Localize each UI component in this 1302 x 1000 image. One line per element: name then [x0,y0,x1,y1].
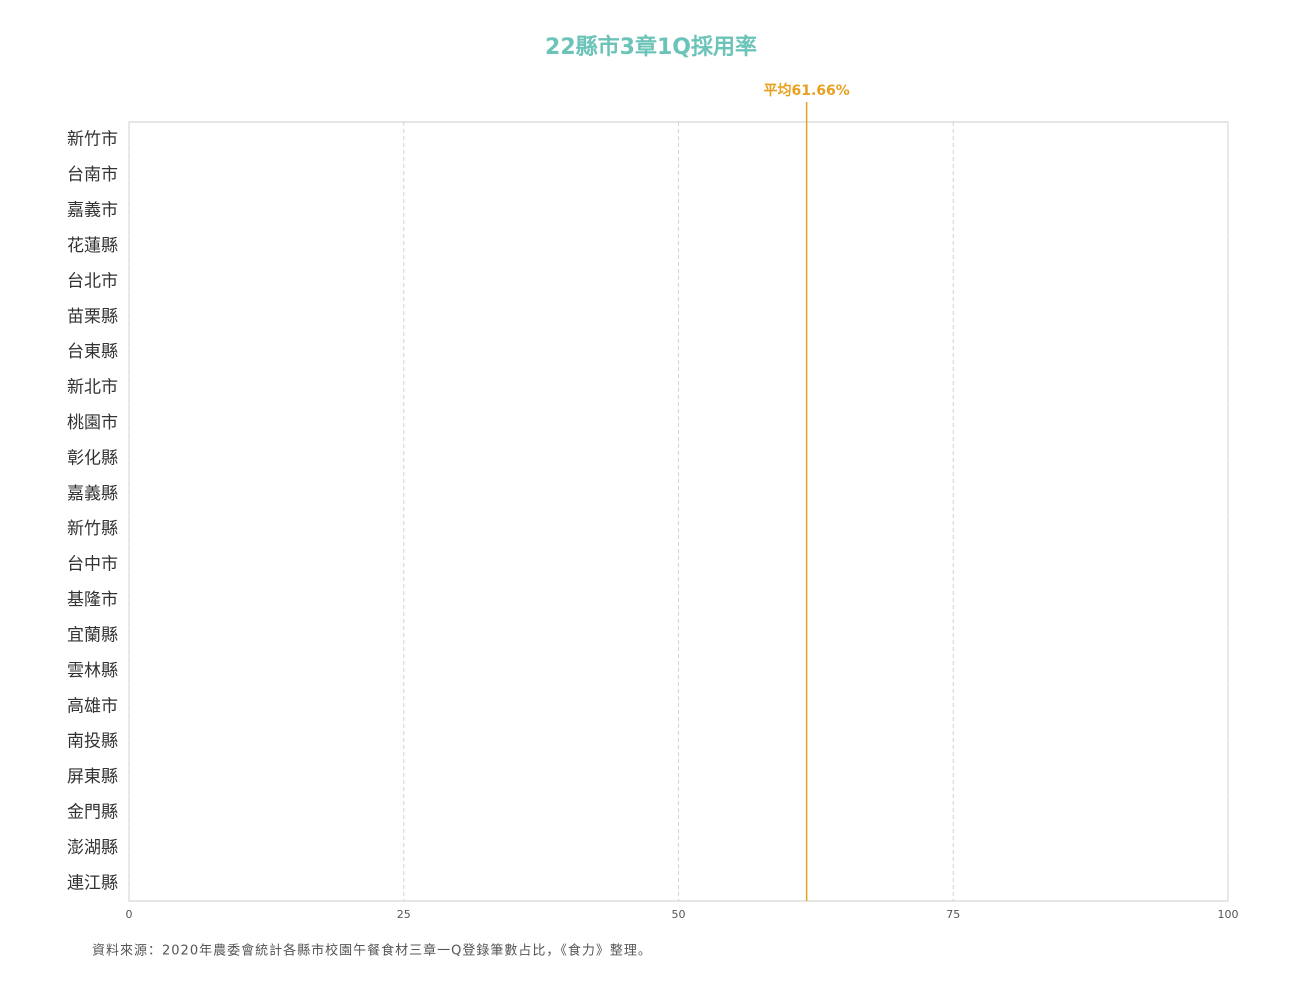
y-tick-label: 嘉義市 [67,201,118,221]
y-tick-label: 新北市 [67,378,118,398]
y-tick-label: 宜蘭縣 [67,625,118,645]
y-tick-label: 澎湖縣 [67,838,118,858]
x-tick-label: 0 [126,908,133,921]
y-tick-label: 雲林縣 [67,661,118,681]
x-tick-label: 75 [946,908,960,921]
chart-title: 22縣市3章1Q採用率 [545,34,757,60]
y-tick-label: 苗栗縣 [67,307,118,327]
plot-frame [128,121,1229,902]
y-tick-label: 彰化縣 [67,448,118,468]
y-tick-label: 台南市 [67,165,118,185]
y-tick-label: 高雄市 [67,696,118,716]
x-tick-label: 50 [672,908,686,921]
y-tick-label: 花蓮縣 [67,236,118,256]
y-tick-label: 台東縣 [67,342,118,362]
y-tick-label: 連江縣 [67,873,118,893]
y-tick-label: 屏東縣 [67,767,118,787]
average-label: 平均61.66% [763,82,849,99]
x-tick-label: 100 [1218,908,1239,921]
y-tick-label: 桃園市 [67,413,118,433]
source-note: 資料來源：2020年農委會統計各縣市校園午餐食材三章一Q登錄筆數占比，《食力》整… [92,943,652,959]
y-tick-label: 新竹縣 [67,519,118,539]
y-tick-label: 基隆市 [67,590,118,610]
y-tick-label: 台中市 [67,555,118,575]
y-tick-label: 嘉義縣 [67,484,118,504]
y-tick-label: 金門縣 [67,802,118,822]
x-tick-label: 25 [397,908,411,921]
y-tick-label: 台北市 [67,271,118,291]
y-tick-label: 南投縣 [67,732,118,752]
y-tick-label: 新竹市 [67,130,118,150]
